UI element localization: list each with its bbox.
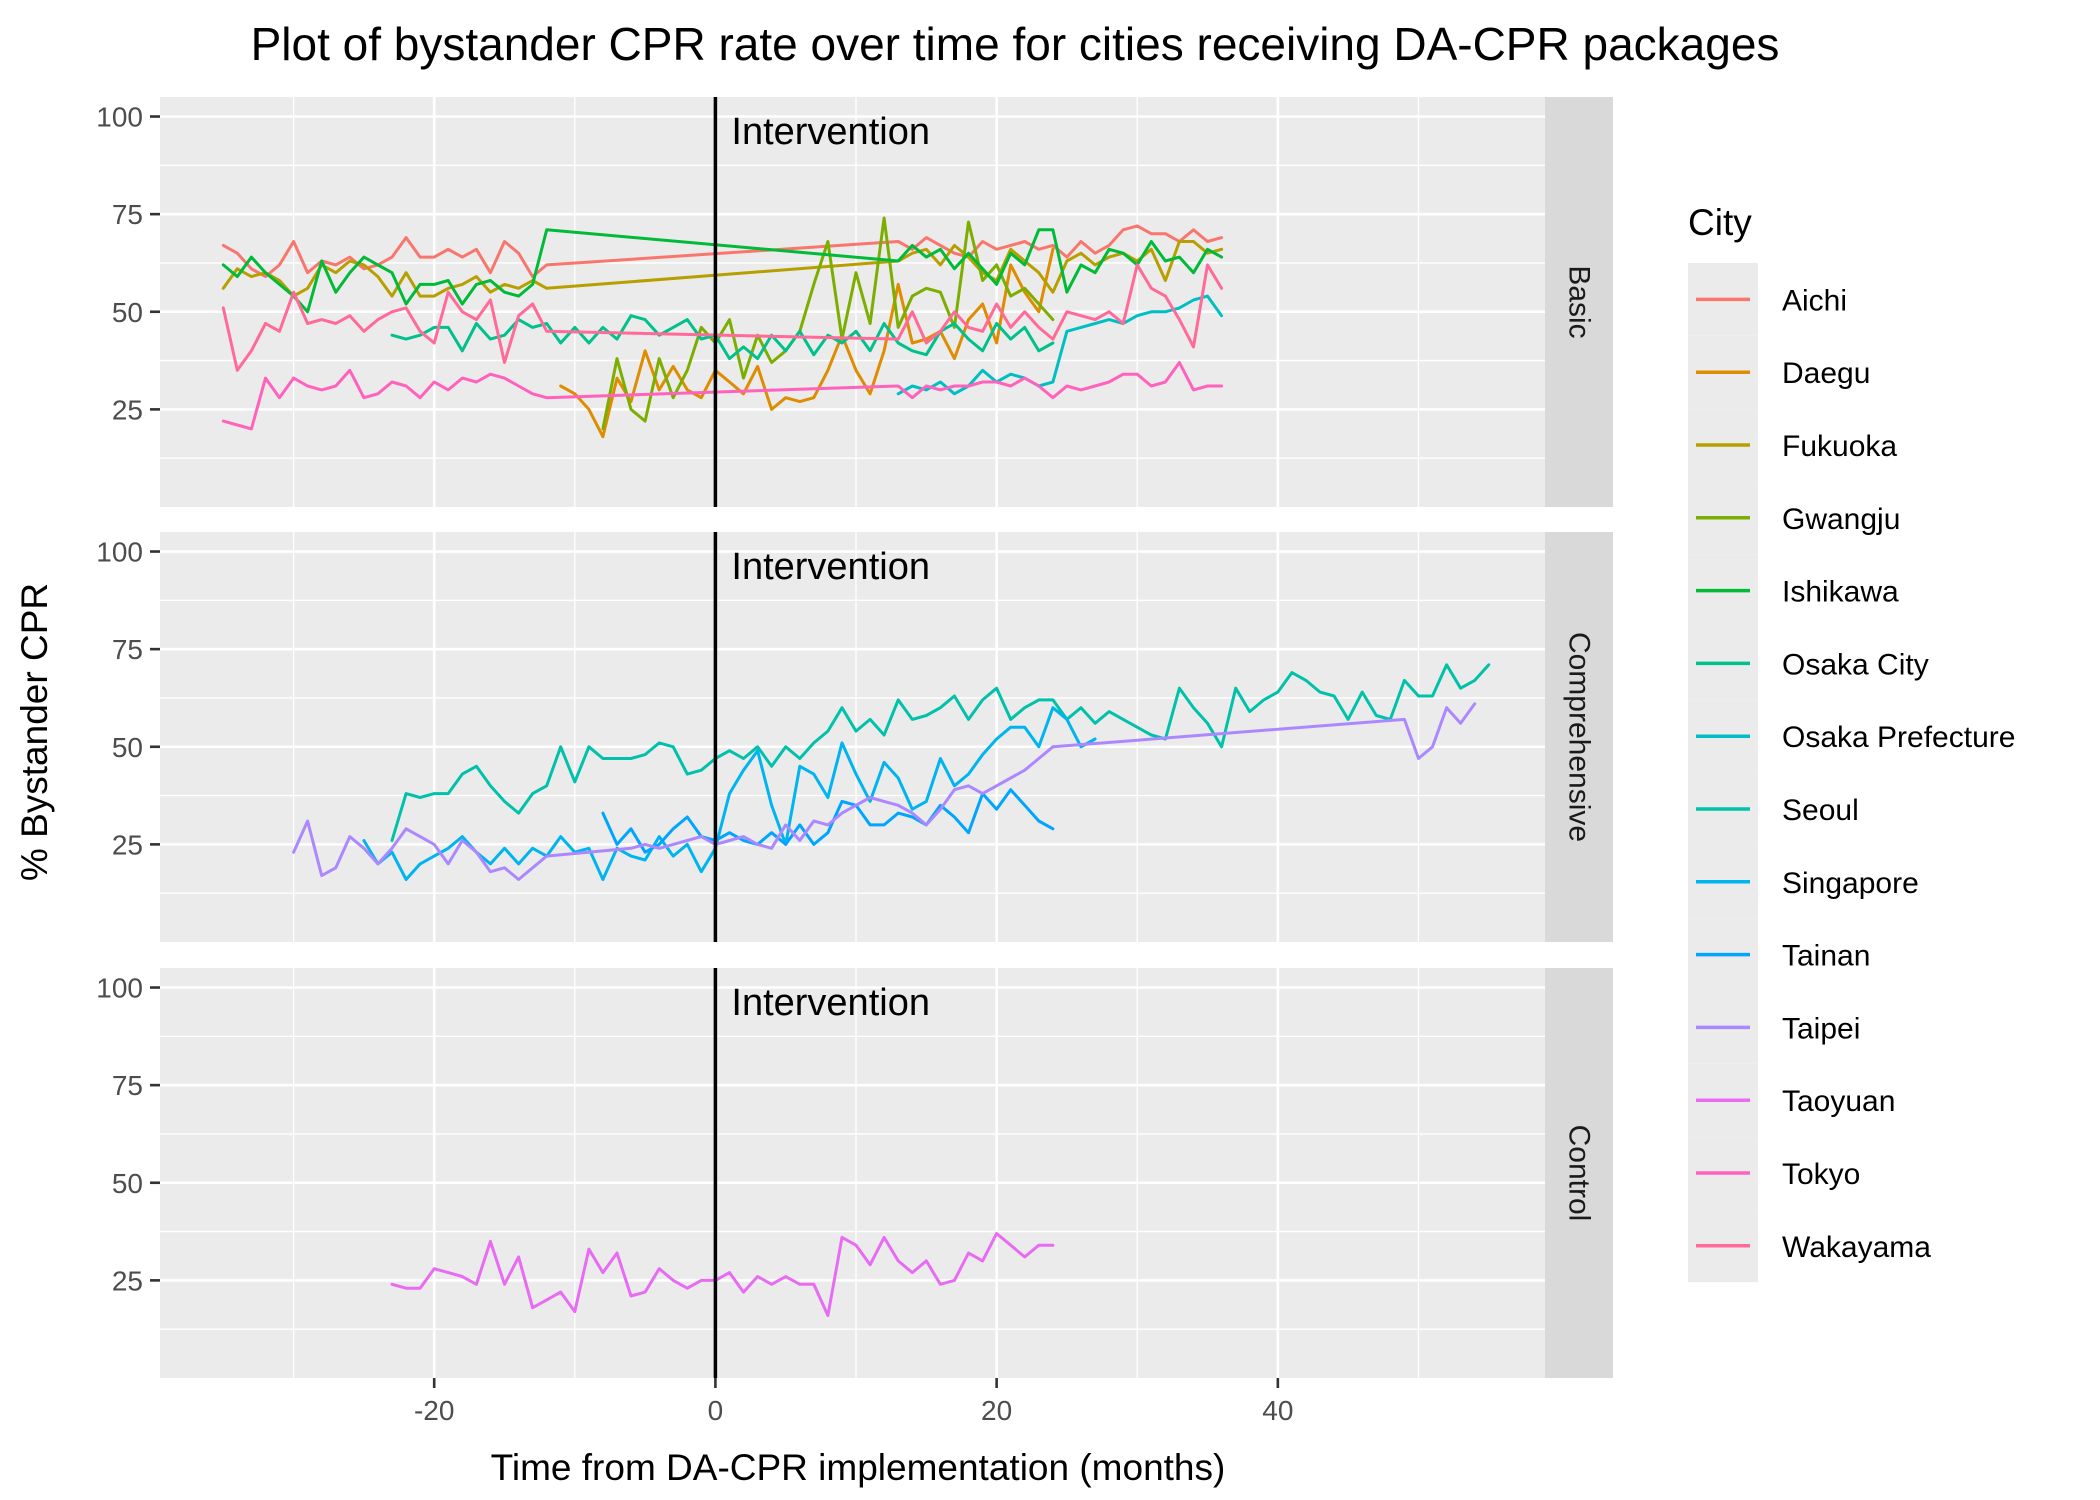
legend-label: Aichi (1782, 284, 1847, 317)
legend-label: Gwangju (1782, 503, 1900, 536)
series-line-taoyuan (390, 1232, 1055, 1317)
facet-label-basic: Basic (1563, 265, 1596, 338)
legend-label: Wakayama (1782, 1231, 1931, 1264)
legend-item-taipei: Taipei (1688, 991, 1860, 1064)
series-line-fukuoka (221, 240, 1224, 298)
legend-item-aichi: Aichi (1688, 263, 1847, 336)
series-line-wakayama (221, 263, 1224, 372)
legend-item-ishikawa: Ishikawa (1688, 554, 1899, 627)
y-tick-label: 75 (112, 634, 143, 665)
series-line-tainan (601, 788, 1055, 854)
series-line-seoul (390, 663, 1491, 842)
y-tick-label: 25 (112, 1265, 143, 1296)
series-line-gwangju (601, 216, 1055, 431)
x-tick-label: 20 (981, 1395, 1012, 1426)
series-line-tokyo (221, 361, 1224, 431)
legend-label: Tokyo (1782, 1158, 1860, 1191)
x-tick-label: 0 (708, 1395, 724, 1426)
x-axis: -20 0 20 40 (414, 1378, 1293, 1426)
legend-label: Tainan (1782, 940, 1870, 973)
legend-label: Taipei (1782, 1012, 1860, 1045)
series-line-taipei (292, 702, 1477, 881)
series-line-ishikawa (221, 228, 1224, 314)
legend-label: Taoyuan (1782, 1085, 1895, 1118)
legend-item-fukuoka: Fukuoka (1688, 408, 1897, 482)
legend-item-osaka-city: Osaka City (1688, 627, 1929, 700)
chart-title: Plot of bystander CPR rate over time for… (251, 18, 1780, 70)
y-tick-label: 100 (96, 973, 143, 1004)
panel-background (160, 532, 1545, 942)
y-tick-label: 50 (112, 732, 143, 763)
x-tick-label: -20 (414, 1395, 454, 1426)
legend-label: Ishikawa (1782, 576, 1899, 609)
legend-item-seoul: Seoul (1688, 772, 1859, 846)
panel-basic: Intervention 25 50 75 100 Basic (96, 97, 1613, 507)
panel-control: Intervention 25 50 75 100 Control (96, 968, 1613, 1378)
legend-label: Osaka Prefecture (1782, 721, 2015, 754)
panel-background (160, 968, 1545, 1378)
facet-label-comprehensive: Comprehensive (1563, 632, 1596, 842)
legend-label: Singapore (1782, 867, 1919, 900)
legend-item-tokyo: Tokyo (1688, 1136, 1860, 1210)
legend-item-gwangju: Gwangju (1688, 481, 1900, 555)
legend-item-daegu: Daegu (1688, 335, 1870, 409)
intervention-label: Intervention (731, 982, 930, 1024)
facet-strip (1545, 97, 1613, 507)
legend-item-taoyuan: Taoyuan (1688, 1063, 1895, 1137)
y-tick-label: 50 (112, 1168, 143, 1199)
legend: City Aichi Daegu Fukuoka Gwangju Ishikawa Osak… (1688, 202, 2015, 1283)
legend-title: City (1688, 202, 1752, 243)
panels-layer: Intervention 25 50 75 100 Basic Intervention 25… (96, 97, 1613, 1378)
facet-label-control: Control (1563, 1125, 1596, 1222)
series-line-singapore (362, 706, 1097, 881)
series-line-daegu (559, 247, 1055, 439)
legend-label: Fukuoka (1782, 430, 1897, 463)
y-tick-label: 50 (112, 297, 143, 328)
panel-background (160, 97, 1545, 507)
y-tick-label: 25 (112, 829, 143, 860)
legend-label: Osaka City (1782, 648, 1929, 681)
y-axis-title: % Bystander CPR (14, 583, 55, 881)
legend-label: Seoul (1782, 794, 1859, 827)
legend-item-osaka-prefecture: Osaka Prefecture (1688, 699, 2015, 773)
intervention-label: Intervention (731, 546, 930, 588)
legend-item-singapore: Singapore (1688, 845, 1919, 919)
panel-comprehensive: Intervention 25 50 75 100 Comprehensive (96, 532, 1613, 942)
y-tick-label: 75 (112, 1070, 143, 1101)
legend-item-wakayama: Wakayama (1688, 1209, 1931, 1283)
x-axis-title: Time from DA-CPR implementation (months) (491, 1447, 1226, 1488)
intervention-label: Intervention (731, 111, 930, 153)
y-tick-label: 25 (112, 394, 143, 425)
facet-strip (1545, 968, 1613, 1378)
series-line-osaka-prefecture (896, 294, 1224, 396)
facet-strip (1545, 532, 1613, 942)
y-tick-label: 100 (96, 537, 143, 568)
legend-label: Daegu (1782, 357, 1870, 390)
y-tick-label: 75 (112, 199, 143, 230)
series-line-aichi (221, 224, 1224, 279)
y-tick-label: 100 (96, 102, 143, 133)
x-tick-label: 40 (1262, 1395, 1293, 1426)
legend-item-tainan: Tainan (1688, 918, 1870, 991)
